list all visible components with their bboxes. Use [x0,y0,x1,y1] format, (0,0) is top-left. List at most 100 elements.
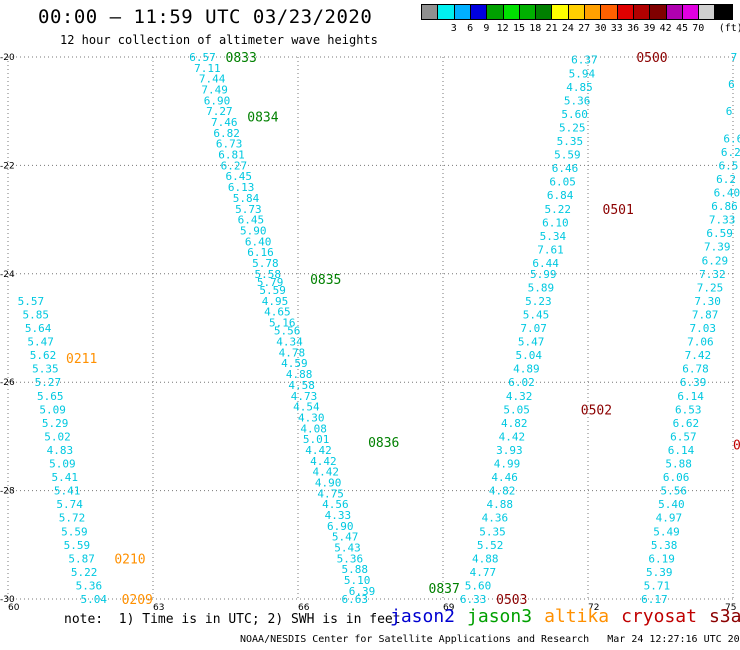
swh-value: 4.58 [288,379,315,392]
swh-value: 6.78 [682,363,709,376]
scale-label: 24 [561,23,574,34]
time-label: 0503 [496,593,527,608]
swh-value: 5.64 [25,322,52,335]
y-tick-label: -26 [0,378,15,388]
swh-value: 6.40 [245,235,271,248]
swh-value: 6.17 [641,593,668,606]
scale-unit: (ft) [718,23,740,34]
swh-value: 7.11 [194,62,221,75]
swh-value: 4.89 [513,363,540,376]
swh-value: 3.93 [496,444,522,457]
x-tick-label: 63 [153,603,164,613]
swh-value: 5.62 [30,349,57,362]
swh-value: 6.6 [723,132,740,145]
x-tick-label: 60 [8,603,20,613]
swh-value: 5.35 [557,135,584,148]
swh-value: 6.29 [702,254,729,267]
swh-value: 5.57 [18,295,44,308]
legend-s3a: s3a [708,606,740,627]
swh-value: 5.16 [269,317,296,330]
swh-value: 4.82 [489,485,515,498]
time-label: 0211 [66,352,97,367]
swh-value: 6.39 [680,376,707,389]
scale-label: 18 [529,23,542,34]
satellite-legend: jason2 jason3 altika cryosat s3a [390,606,740,627]
swh-value: 6.57 [670,430,697,443]
scale-label: 27 [578,23,591,34]
swh-value: 7.32 [699,268,726,281]
time-label: 0502 [581,403,612,418]
swh-value: 5.79 [257,276,284,289]
x-tick-label: 72 [588,603,599,613]
swh-value: 4.82 [501,417,528,430]
swh-value: 4.56 [322,498,349,511]
swh-value: 6.53 [675,403,702,416]
swh-value: 5.43 [334,542,361,555]
swh-value: 5.36 [337,552,364,565]
scale-label: 3 [450,23,457,34]
time-label: 0500 [636,51,667,66]
chart-subtitle: 12 hour collection of altimeter wave hei… [60,33,378,47]
swh-value: 5.87 [68,552,95,565]
time-label: 0 [733,439,740,454]
time-label: 0210 [114,552,145,567]
swh-value: 4.42 [305,444,332,457]
swh-value: 5.56 [661,485,688,498]
scale-label: 45 [675,23,689,34]
swh-value: 5.78 [252,257,278,270]
swh-value: 4.75 [317,487,344,500]
swh-value: 7.87 [692,308,719,321]
swh-value: 4.30 [298,411,325,424]
swh-value: 5.39 [646,566,673,579]
swh-value: 5.65 [37,390,64,403]
swh-value: 7.49 [201,84,228,97]
swh-value: 5.59 [554,149,581,162]
swh-value: 5.22 [545,203,572,216]
swh-value: 6.14 [668,444,695,457]
swh-value: 5.41 [52,471,79,484]
swh-value: 7.25 [697,281,724,294]
time-label: 0834 [247,111,278,126]
swh-value: 4.78 [279,346,306,359]
swh-value: 7.44 [199,73,226,86]
scale-label: 42 [659,23,672,34]
swh-value: 5.35 [32,363,59,376]
swh-value: 5.60 [465,579,492,592]
swh-value: 4.32 [506,390,533,403]
swh-value: 5.49 [653,525,680,538]
swh-value: 5.29 [42,417,68,430]
swh-value: 7 [731,51,738,64]
time-label: 0837 [429,582,460,597]
swh-value: 5.47 [518,336,545,349]
time-label: 0501 [603,203,634,218]
swh-value: 4.83 [47,444,74,457]
swh-value: 6.73 [216,138,243,151]
swh-value: 5.99 [530,268,557,281]
swh-value: 5.04 [516,349,543,362]
swh-value: 7.30 [694,295,721,308]
scale-label: 30 [594,23,607,34]
swh-value: 7.39 [704,241,731,254]
swh-value: 5.84 [233,192,260,205]
swh-value: 4.33 [325,509,352,522]
swh-value: 7.33 [709,214,736,227]
swh-value: 5.89 [528,281,555,294]
y-tick-label: -22 [0,161,15,171]
swh-value: 6.5 [719,159,739,172]
x-tick-label: 75 [725,603,736,613]
swh-value: 6.2 [721,146,740,159]
swh-value: 5.72 [59,512,86,525]
swh-value: 5.05 [503,403,529,416]
scale-label: 70 [692,23,705,34]
swh-value: 6.39 [349,585,376,598]
swh-value: 6.05 [549,176,576,189]
legend-jason3: jason3 [467,606,533,627]
swh-value: 7.46 [211,116,238,129]
swh-value: 5.36 [564,94,591,107]
swh-value: 6.62 [673,417,700,430]
swh-value: 5.88 [342,563,369,576]
x-tick-label: 66 [298,603,310,613]
footnote: note: 1) Time is in UTC; 2) SWH is in fe… [64,612,401,627]
swh-value: 7.27 [206,105,233,118]
swh-value: 6.90 [327,520,354,533]
